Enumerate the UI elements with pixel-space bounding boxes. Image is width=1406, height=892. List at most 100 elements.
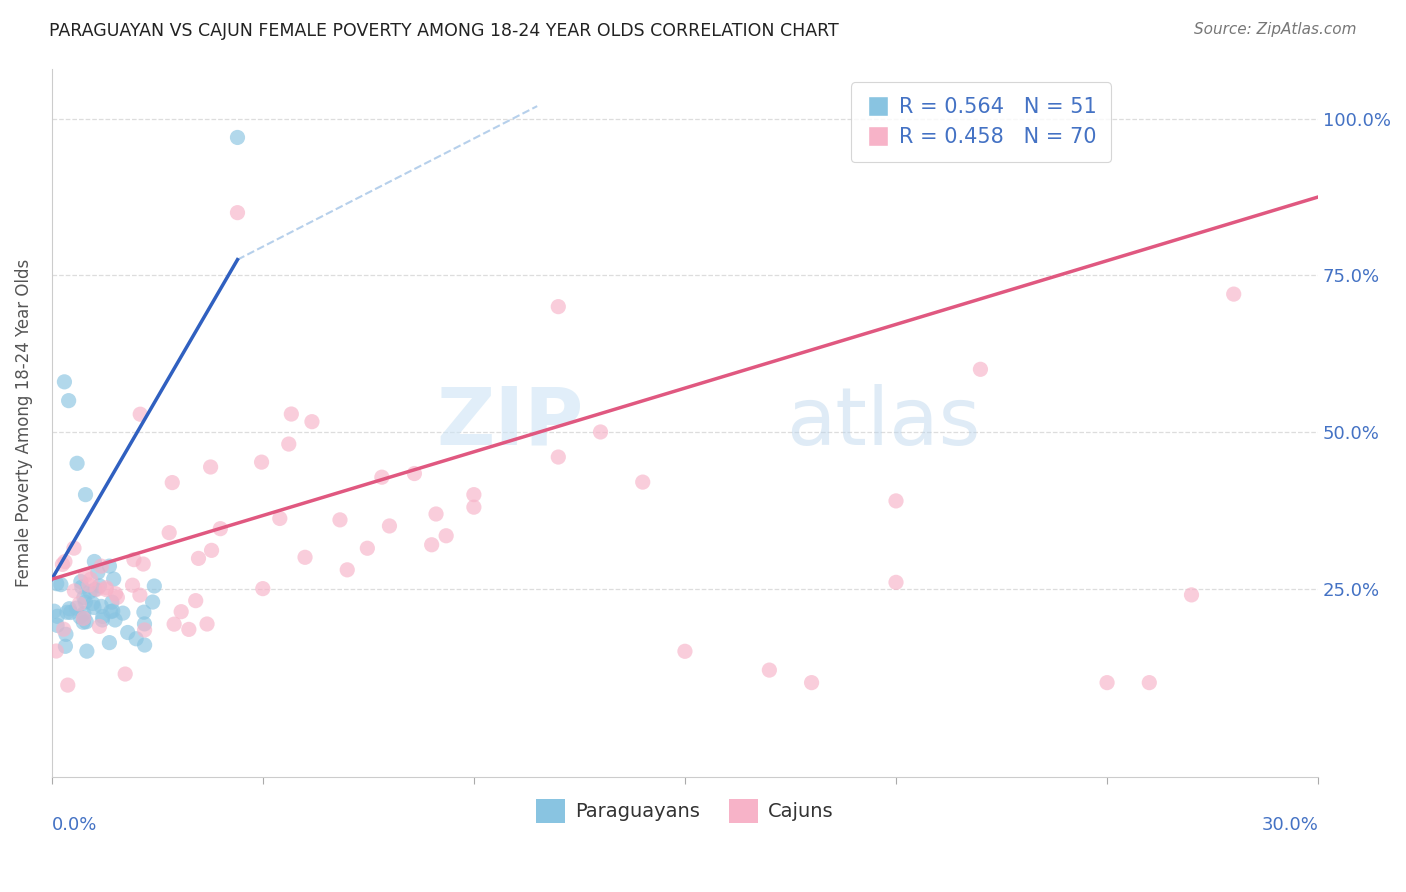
Point [101,604,124,618]
Point [226,205,249,219]
Point [329,513,352,527]
Point [63,583,86,598]
Text: 0.0%: 0.0% [52,815,97,833]
Point [195,617,218,632]
Point [84,582,107,597]
Point [969,362,991,376]
Point [69,574,91,589]
Text: 30.0%: 30.0% [1261,815,1319,833]
Point [94,582,117,597]
Point [128,588,150,602]
Point [77,578,100,592]
Point [184,593,207,607]
Point [91,609,114,624]
Point [98,559,121,574]
Point [73,611,96,625]
Point [83,600,105,615]
Point [98,635,121,649]
Point [134,638,156,652]
Point [1137,675,1160,690]
Point [125,632,148,646]
Point [111,606,134,620]
Point [187,551,209,566]
Point [200,460,222,475]
Point [87,566,110,580]
Point [589,425,612,439]
Point [404,467,426,481]
Point [134,623,156,637]
Point [89,619,111,633]
Point [800,675,823,690]
Point [200,543,222,558]
Point [356,541,378,556]
Point [157,525,180,540]
Point [104,613,127,627]
Point [86,582,108,597]
Text: atlas: atlas [786,384,980,461]
Point [53,555,76,569]
Point [121,578,143,592]
Point [250,455,273,469]
Point [463,488,485,502]
Point [75,615,97,629]
Point [132,605,155,619]
Point [143,579,166,593]
Point [89,579,111,593]
Point [1180,588,1202,602]
Point [134,616,156,631]
Point [378,519,401,533]
Point [46,618,69,632]
Point [294,550,316,565]
Point [55,627,77,641]
Point [55,640,77,654]
Point [51,558,73,572]
Point [226,130,249,145]
Point [65,601,87,615]
Point [884,494,907,508]
Point [425,507,447,521]
Point [162,475,184,490]
Y-axis label: Female Poverty Among 18-24 Year Olds: Female Poverty Among 18-24 Year Olds [15,259,32,587]
Point [209,522,232,536]
Point [79,584,101,599]
Point [70,580,93,594]
Point [117,625,139,640]
Point [252,582,274,596]
Text: Source: ZipAtlas.com: Source: ZipAtlas.com [1194,22,1357,37]
Point [58,393,80,408]
Point [90,559,112,574]
Point [269,511,291,525]
Point [72,615,94,630]
Point [45,576,67,591]
Point [91,613,114,627]
Point [82,597,104,611]
Point [1095,675,1118,690]
Point [75,568,97,582]
Point [58,601,80,615]
Text: ZIP: ZIP [436,384,583,461]
Point [46,609,69,624]
Point [44,604,66,618]
Point [79,572,101,586]
Point [69,610,91,624]
Point [96,581,118,595]
Point [72,611,94,625]
Point [83,554,105,568]
Point [420,538,443,552]
Point [105,591,128,605]
Point [90,599,112,614]
Point [336,563,359,577]
Point [547,450,569,464]
Point [75,595,97,609]
Point [75,488,97,502]
Point [371,470,394,484]
Point [114,667,136,681]
Point [547,300,569,314]
Point [884,575,907,590]
Point [301,415,323,429]
Point [122,552,145,566]
Point [100,605,122,619]
Legend: Paraguayans, Cajuns: Paraguayans, Cajuns [529,791,841,830]
Point [132,557,155,571]
Point [104,587,127,601]
